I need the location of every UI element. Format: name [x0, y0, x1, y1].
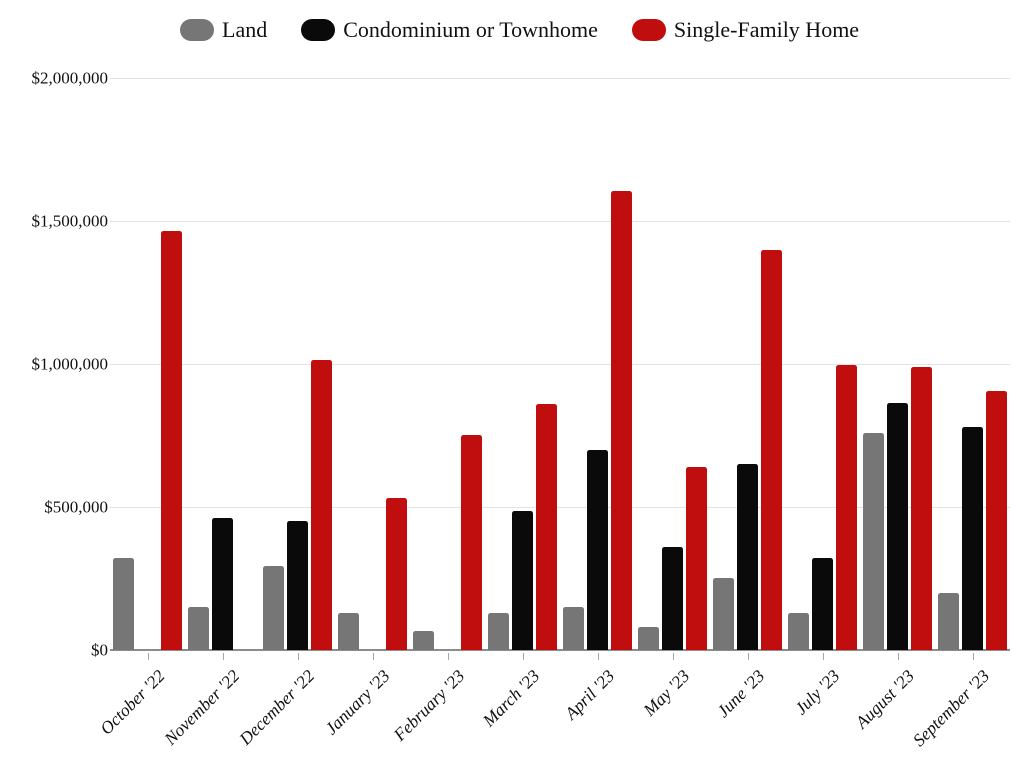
- bar-land-october-22[interactable]: [113, 558, 134, 650]
- y-axis-label-2-000-000: $2,000,000: [31, 68, 109, 88]
- legend-swatch-icon: [301, 19, 336, 41]
- y-axis-label-500-000: $500,000: [44, 497, 108, 517]
- bar-land-september-23[interactable]: [938, 593, 959, 650]
- legend-item-single-family-home[interactable]: Single-Family Home: [631, 17, 860, 43]
- bar-single-family-home-april-23[interactable]: [611, 191, 632, 650]
- x-axis-tick: [222, 653, 224, 660]
- x-axis-label-april-23: April '23: [560, 665, 619, 724]
- x-axis-tick: [297, 653, 299, 660]
- x-axis-tick: [672, 653, 674, 660]
- bar-single-family-home-september-23[interactable]: [986, 391, 1007, 650]
- bar-condominium-or-townhome-september-23[interactable]: [962, 427, 983, 650]
- x-axis-label-june-23: June '23: [712, 665, 769, 722]
- x-axis-tick: [747, 653, 749, 660]
- x-axis-tick: [522, 653, 524, 660]
- bar-land-march-23[interactable]: [488, 613, 509, 650]
- bar-single-family-home-march-23[interactable]: [536, 404, 557, 650]
- gridline-2-000-000: [110, 78, 1010, 79]
- y-axis-label-1-500-000: $1,500,000: [31, 211, 109, 231]
- y-axis-label-0: $0: [91, 640, 108, 660]
- bar-condominium-or-townhome-june-23[interactable]: [737, 464, 758, 650]
- x-axis-label-november-22: November '22: [160, 665, 244, 749]
- x-axis-tick: [447, 653, 449, 660]
- x-axis-tick: [972, 653, 974, 660]
- legend-label: Land: [222, 17, 268, 42]
- x-axis-label-december-22: December '22: [235, 665, 319, 749]
- bar-single-family-home-january-23[interactable]: [386, 498, 407, 650]
- bar-land-april-23[interactable]: [563, 607, 584, 650]
- legend-label: Condominium or Townhome: [343, 17, 598, 42]
- gridline-1-500-000: [110, 221, 1010, 222]
- bar-condominium-or-townhome-august-23[interactable]: [887, 403, 908, 650]
- bar-single-family-home-august-23[interactable]: [911, 367, 932, 650]
- legend-label: Single-Family Home: [673, 17, 860, 42]
- bar-single-family-home-december-22[interactable]: [311, 360, 332, 650]
- gridline-500-000: [110, 507, 1010, 508]
- x-axis-tick: [597, 653, 599, 660]
- x-axis-label-january-23: January '23: [320, 665, 394, 739]
- x-axis-tick: [372, 653, 374, 660]
- bar-condominium-or-townhome-december-22[interactable]: [287, 521, 308, 650]
- x-axis-label-august-23: August '23: [851, 665, 919, 733]
- x-axis-tick: [822, 653, 824, 660]
- bar-condominium-or-townhome-may-23[interactable]: [662, 547, 683, 650]
- x-axis-tick: [897, 653, 899, 660]
- bar-land-june-23[interactable]: [713, 578, 734, 650]
- x-axis-label-may-23: May '23: [638, 665, 694, 720]
- gridline-1-000-000: [110, 364, 1010, 365]
- legend-swatch-icon: [180, 19, 214, 41]
- chart-legend: Land Condominium or Townhome Single-Family…: [180, 17, 859, 43]
- bar-land-august-23[interactable]: [863, 433, 884, 650]
- bar-condominium-or-townhome-november-22[interactable]: [212, 518, 233, 650]
- bar-land-november-22[interactable]: [188, 607, 209, 650]
- x-axis-label-september-23: September '23: [908, 665, 994, 751]
- bar-condominium-or-townhome-july-23[interactable]: [812, 558, 833, 650]
- bar-condominium-or-townhome-march-23[interactable]: [512, 511, 533, 650]
- bar-single-family-home-may-23[interactable]: [686, 467, 707, 650]
- legend-item-condominium-or-townhome[interactable]: Condominium or Townhome: [301, 17, 598, 43]
- bar-land-may-23[interactable]: [638, 627, 659, 650]
- legend-item-land[interactable]: Land: [180, 17, 267, 43]
- x-axis-line: [110, 649, 1010, 651]
- bar-single-family-home-october-22[interactable]: [161, 231, 182, 650]
- x-axis-label-february-23: February '23: [389, 665, 469, 745]
- x-axis-label-october-22: October '22: [95, 665, 169, 739]
- bar-land-december-22[interactable]: [263, 566, 284, 650]
- bar-land-july-23[interactable]: [788, 613, 809, 650]
- x-axis-label-march-23: March '23: [478, 665, 544, 731]
- bar-single-family-home-june-23[interactable]: [761, 250, 782, 650]
- bar-condominium-or-townhome-april-23[interactable]: [587, 450, 608, 650]
- legend-swatch-icon: [631, 19, 666, 41]
- y-axis-label-1-000-000: $1,000,000: [31, 354, 109, 374]
- x-axis-label-july-23: July '23: [790, 665, 844, 719]
- bar-land-january-23[interactable]: [338, 613, 359, 650]
- bar-single-family-home-july-23[interactable]: [836, 365, 857, 650]
- bar-land-february-23[interactable]: [413, 631, 434, 650]
- bar-single-family-home-february-23[interactable]: [461, 435, 482, 650]
- x-axis-tick: [147, 653, 149, 660]
